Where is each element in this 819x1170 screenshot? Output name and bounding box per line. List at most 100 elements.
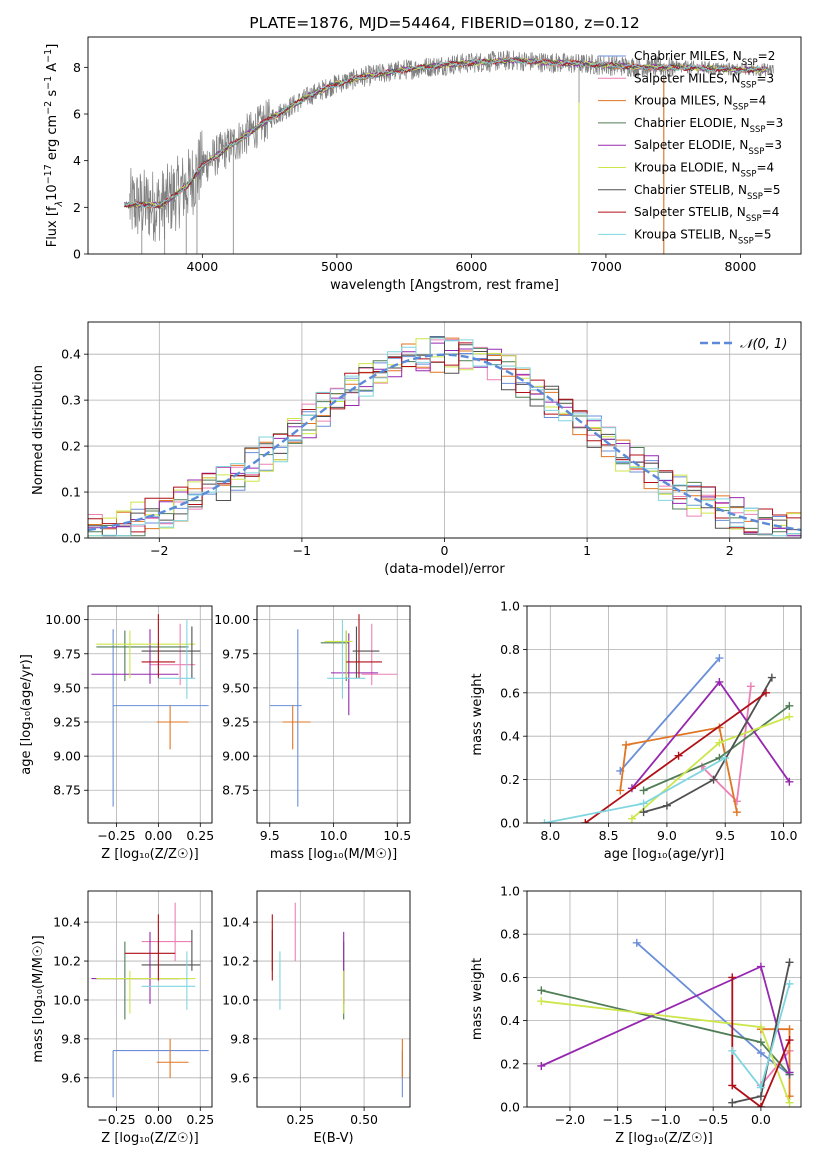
residuals-frame (87, 321, 802, 539)
legend-label-value: =3 (764, 138, 782, 152)
weight-marker-kroupa_stelib (721, 753, 730, 762)
age_vs_Z-ytick-label: 9.75 (53, 646, 81, 661)
spectrum-xtick-label: 7000 (590, 259, 622, 274)
spectrum-xtick-label: 6000 (455, 259, 487, 274)
weight-marker-salpeter_stelib (728, 1081, 737, 1090)
mass_vs_ebv-xtick-label: 0.25 (286, 1112, 314, 1127)
mass_vs_Z-frame (87, 890, 213, 1108)
legend-label-sub: SSP (747, 192, 763, 202)
weight-marker-salpeter_stelib (762, 688, 771, 697)
weight-marker-salpeter_elodie (756, 962, 765, 971)
weight_vs_Z-frame (526, 890, 802, 1108)
residuals-ytick-label: 0.1 (61, 485, 81, 500)
residuals-xtick-label: −1 (293, 543, 311, 558)
age_vs_mass-plot-area (269, 614, 398, 807)
normal-curve (88, 353, 801, 532)
weight-marker-kroupa_stelib (639, 799, 648, 808)
weight_vs_Z-xtick-label: −0.5 (698, 1112, 728, 1127)
spectrum-ylabel-part: A (45, 63, 60, 76)
weight_vs_Z-xtick-label: −1.0 (650, 1112, 680, 1127)
weight-line-kroupa_miles (619, 726, 738, 813)
legend-label-kroupa_miles: Kroupa MILES, NSSP=4 (634, 94, 766, 113)
age_vs_Z-ytick-label: 9.00 (53, 749, 81, 764)
mass_vs_ebv-xlabel: E(B-V) (313, 1131, 353, 1146)
model-line-chabrier_stelib (123, 57, 767, 210)
residuals-xlabel: (data-model)/error (384, 562, 505, 577)
spectrum-xlabel: wavelength [Angstrom, rest frame] (330, 278, 559, 293)
age_vs_mass-ytick-label: 8.75 (222, 783, 250, 798)
age_vs_Z-plot-area (91, 614, 209, 807)
mass_vs_ebv-ytick-label: 9.6 (230, 1070, 250, 1085)
legend-label-name: Chabrier MILES, N (634, 49, 742, 63)
weight-marker-chabrier_stelib (728, 1098, 737, 1107)
weight-marker-salpeter_elodie (785, 777, 794, 786)
spectrum-xtick-label: 8000 (725, 259, 757, 274)
weight_vs_age-axes: 8.0 8.5 9.0 9.5 10.0 0.0 0.2 0.4 0.6 0.8 1.0 (500, 599, 801, 843)
age_vs_Z-xlabel: Z [log₁₀(Z/Z☉)] (101, 847, 198, 862)
mass_vs_Z-ytick-label: 10.2 (53, 954, 81, 969)
legend-label-sub: SSP (746, 214, 762, 224)
weight-marker-kroupa_stelib (540, 819, 549, 823)
weight-marker-chabrier_stelib (756, 1092, 765, 1101)
weight_vs_Z-xtick-label: −2.0 (555, 1112, 585, 1127)
spectrum-ylabel-part: erg cm (45, 115, 60, 164)
weight_vs_age-ytick-label: 0.0 (500, 816, 520, 831)
legend-label-name: Chabrier STELIB, N (634, 183, 747, 197)
weight-marker-salpeter_stelib (756, 1103, 765, 1107)
weight_vs_age-xtick-label: 8.5 (599, 828, 619, 843)
spectrum-ylabel: Flux [fλ10−17 erg cm−2 s−1 A−1] (43, 44, 65, 248)
age_vs_Z-axes: −0.25 0.00 0.25 8.75 9.00 9.25 9.50 9.75 10.00 (45, 606, 214, 843)
mass_vs_Z-ytick-label: 9.8 (61, 1031, 81, 1046)
legend-label-name: Salpeter STELIB, N (634, 205, 746, 219)
weight_vs_Z-ytick-label: 0.8 (500, 927, 520, 942)
model-line-kroupa_stelib (124, 57, 768, 209)
weight-marker-salpeter_miles (746, 682, 755, 691)
weight-marker-kroupa_miles (616, 786, 625, 795)
legend-label-sub: SSP (733, 103, 749, 113)
age_vs_Z-ylabel: age [log₁₀(age/yr)] (19, 654, 34, 775)
weight-marker-kroupa_miles (732, 808, 741, 817)
weight-marker-salpeter_elodie (785, 1068, 794, 1077)
weight-marker-kroupa_miles (785, 1025, 794, 1034)
weight_vs_age-ytick-label: 0.6 (500, 685, 520, 700)
legend-label-sub: SSP (742, 58, 758, 68)
legend-label-value: =2 (758, 49, 776, 63)
spectrum-ylabel-part: −1 (43, 49, 54, 63)
legend-label-sub: SSP (750, 125, 766, 135)
weight-marker-chabrier_miles (715, 654, 724, 663)
weight_vs_age-xtick-label: 8.0 (540, 828, 560, 843)
mass_vs_ebv-ytick-label: 10.4 (222, 915, 250, 930)
weight-line-chabrier_miles (619, 657, 721, 772)
legend-label-name: Kroupa MILES, N (634, 94, 733, 108)
weight_vs_age-ytick-label: 0.8 (500, 642, 520, 657)
weight-line-salpeter_miles (701, 686, 752, 804)
weight-marker-chabrier_elodie (639, 786, 648, 795)
residuals-ytick-label: 0.2 (61, 439, 81, 454)
weight-line-chabrier_stelib (643, 677, 773, 813)
age_vs_mass-xlabel: mass [log₁₀(M/M☉)] (270, 847, 397, 862)
age_vs_mass-axes: 9.5 10.0 10.5 8.75 9.00 9.25 9.50 9.75 10.00 (214, 606, 411, 843)
weight-marker-kroupa_elodie (715, 738, 724, 747)
weight-marker-chabrier_elodie (537, 986, 546, 995)
legend-label-value: =5 (754, 227, 772, 241)
residuals-xtick-label: −2 (150, 543, 168, 558)
weight-line-salpeter_stelib (584, 692, 767, 823)
mass_vs_ebv-xtick-label: 0.50 (350, 1112, 378, 1127)
spectrum-ylabel-part: Flux [f (45, 206, 60, 247)
legend-label-salpeter_elodie: Salpeter ELODIE, NSSP=3 (634, 138, 782, 157)
legend-label-value: =5 (763, 183, 781, 197)
legend-label-chabrier_miles: Chabrier MILES, NSSP=2 (634, 49, 775, 68)
weight_vs_Z-xtick-label: 0.0 (751, 1112, 771, 1127)
spectrum-ytick-label: 8 (73, 60, 81, 75)
mass_vs_Z-ytick-label: 10.0 (53, 992, 81, 1007)
legend-label-name: Kroupa ELODIE, N (634, 161, 741, 175)
weight-marker-chabrier_stelib (767, 673, 776, 682)
legend-label-sub: SSP (748, 147, 764, 157)
weight-marker-kroupa_stelib (756, 1083, 765, 1092)
age_vs_Z-xtick-label: 0.00 (144, 828, 172, 843)
legend-label-sub: SSP (741, 80, 757, 90)
legend-label-value: =3 (756, 71, 774, 85)
weight-marker-chabrier_stelib (709, 775, 718, 784)
spectrum-ytick-label: 2 (73, 200, 81, 215)
